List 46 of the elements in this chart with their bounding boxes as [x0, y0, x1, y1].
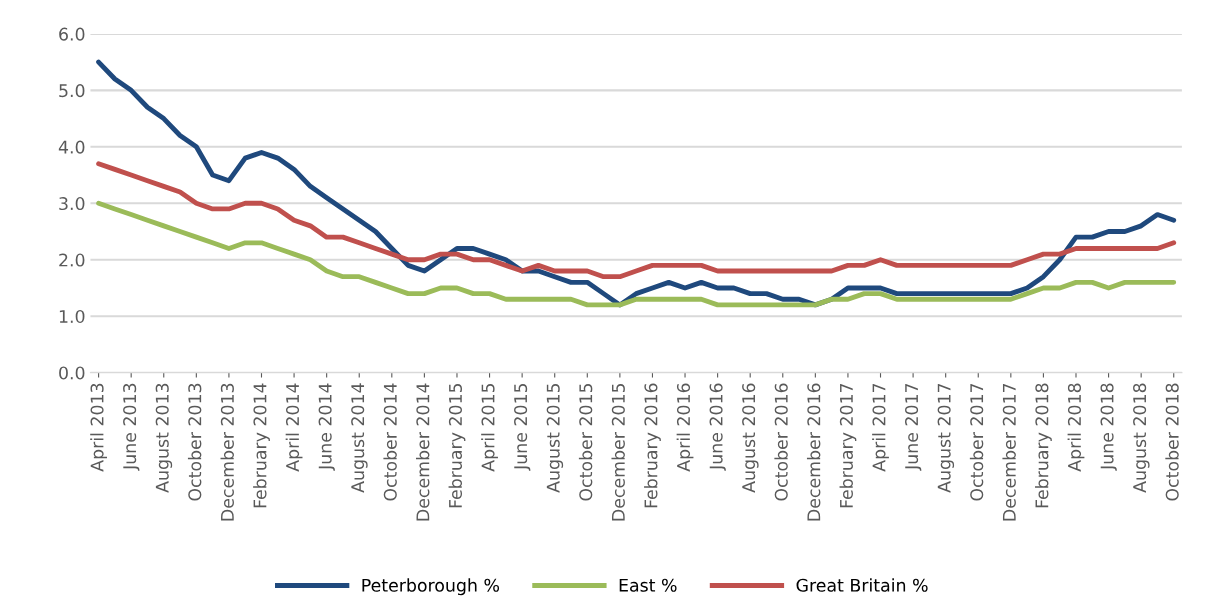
x-tick-label: December 2013: [220, 383, 234, 521]
line-series: [96, 200, 1177, 308]
x-tick-label: June 2015: [514, 383, 531, 471]
y-tick-label: 0.0: [59, 366, 85, 380]
y-tick-label: 6.0: [59, 27, 85, 41]
x-tick-label: December 2016: [806, 383, 821, 521]
x-tick-label: August 2016: [742, 383, 759, 493]
x-tick-label: August 2013: [155, 383, 173, 493]
x-tick-label: April 2017: [872, 383, 889, 472]
legend-label: East %: [619, 578, 677, 592]
x-tick-label: October 2016: [774, 383, 788, 501]
x-tick-label: October 2018: [1165, 383, 1179, 501]
x-tick-label: April 2015: [481, 383, 498, 472]
x-tick-label: October 2017: [969, 383, 984, 501]
y-tick-label: 4.0: [58, 140, 85, 154]
y-tick-label: 1.0: [59, 309, 85, 324]
x-tick-label: June 2016: [709, 383, 726, 471]
x-tick-label: February 2015: [448, 383, 466, 508]
x-tick-label: June 2018: [1100, 383, 1117, 471]
x-tick-label: February 2017: [839, 383, 857, 508]
x-tick-label: February 2016: [644, 383, 661, 508]
x-tick-label: December 2014: [415, 383, 430, 521]
x-tick-label: April 2016: [676, 383, 694, 472]
x-tick-label: June 2017: [905, 383, 922, 471]
legend-label: Peterborough %: [362, 578, 500, 596]
legend-label: Great Britain %: [796, 578, 928, 592]
x-tick-label: August 2017: [937, 383, 955, 493]
x-tick-label: February 2014: [253, 383, 270, 508]
x-tick-label: October 2014: [383, 383, 397, 501]
y-tick-label: 3.0: [59, 196, 85, 211]
x-tick-label: June 2013: [123, 383, 140, 471]
x-tick-label: February 2018: [1035, 383, 1052, 508]
x-tick-label: August 2014: [351, 383, 368, 493]
x-tick-label: October 2013: [187, 383, 202, 501]
y-tick-label: 2.0: [59, 253, 85, 267]
x-tick-label: June 2014: [318, 383, 335, 471]
x-tick-label: August 2015: [546, 383, 564, 493]
x-tick-label: December 2015: [611, 383, 625, 521]
x-tick-label: August 2018: [1133, 383, 1150, 493]
x-tick-label: April 2014: [285, 383, 303, 472]
x-tick-label: April 2018: [1067, 383, 1085, 472]
line-series: [96, 161, 1177, 280]
y-tick-label: 5.0: [59, 84, 85, 98]
x-tick-label: October 2015: [578, 383, 593, 501]
x-tick-label: April 2013: [90, 383, 107, 472]
x-tick-label: December 2017: [1002, 383, 1016, 521]
